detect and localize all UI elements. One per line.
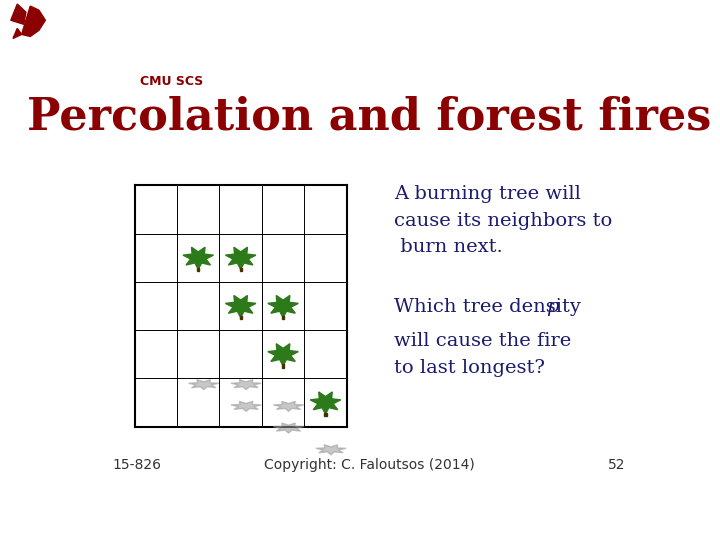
Polygon shape	[231, 380, 261, 390]
Polygon shape	[189, 380, 219, 390]
Polygon shape	[13, 28, 22, 38]
Polygon shape	[268, 343, 298, 366]
Polygon shape	[22, 6, 45, 36]
Bar	[240, 268, 242, 271]
Bar	[325, 413, 327, 416]
Polygon shape	[274, 423, 304, 433]
Bar	[240, 316, 242, 319]
Polygon shape	[315, 445, 346, 455]
Text: 52: 52	[608, 458, 626, 472]
Polygon shape	[310, 392, 341, 414]
Text: will cause the fire
to last longest?: will cause the fire to last longest?	[394, 332, 572, 376]
Polygon shape	[274, 401, 304, 411]
Polygon shape	[183, 247, 214, 269]
Polygon shape	[225, 247, 256, 269]
Text: p: p	[546, 298, 559, 316]
Text: Percolation and forest fires: Percolation and forest fires	[27, 95, 711, 138]
Polygon shape	[225, 295, 256, 318]
Bar	[282, 316, 284, 319]
Polygon shape	[11, 4, 26, 24]
Bar	[282, 364, 284, 368]
Text: 15-826: 15-826	[112, 458, 161, 472]
Text: A burning tree will
cause its neighbors to
 burn next.: A burning tree will cause its neighbors …	[394, 185, 612, 256]
Text: Which tree density: Which tree density	[394, 298, 588, 316]
Text: Copyright: C. Faloutsos (2014): Copyright: C. Faloutsos (2014)	[264, 458, 474, 472]
Bar	[197, 268, 199, 271]
Polygon shape	[231, 401, 261, 411]
Polygon shape	[268, 295, 298, 318]
Text: CMU SCS: CMU SCS	[140, 75, 204, 88]
